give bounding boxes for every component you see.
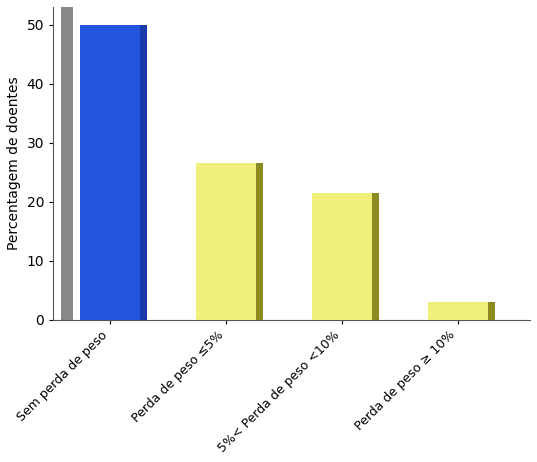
Bar [428, 302, 488, 320]
Y-axis label: Percentagem de doentes: Percentagem de doentes [7, 77, 21, 250]
Bar [312, 193, 372, 320]
Bar [372, 193, 379, 320]
Bar [140, 24, 147, 320]
Bar [80, 24, 140, 320]
Bar [488, 302, 495, 320]
Bar [61, 7, 74, 320]
Bar [196, 163, 256, 320]
Bar [256, 163, 263, 320]
